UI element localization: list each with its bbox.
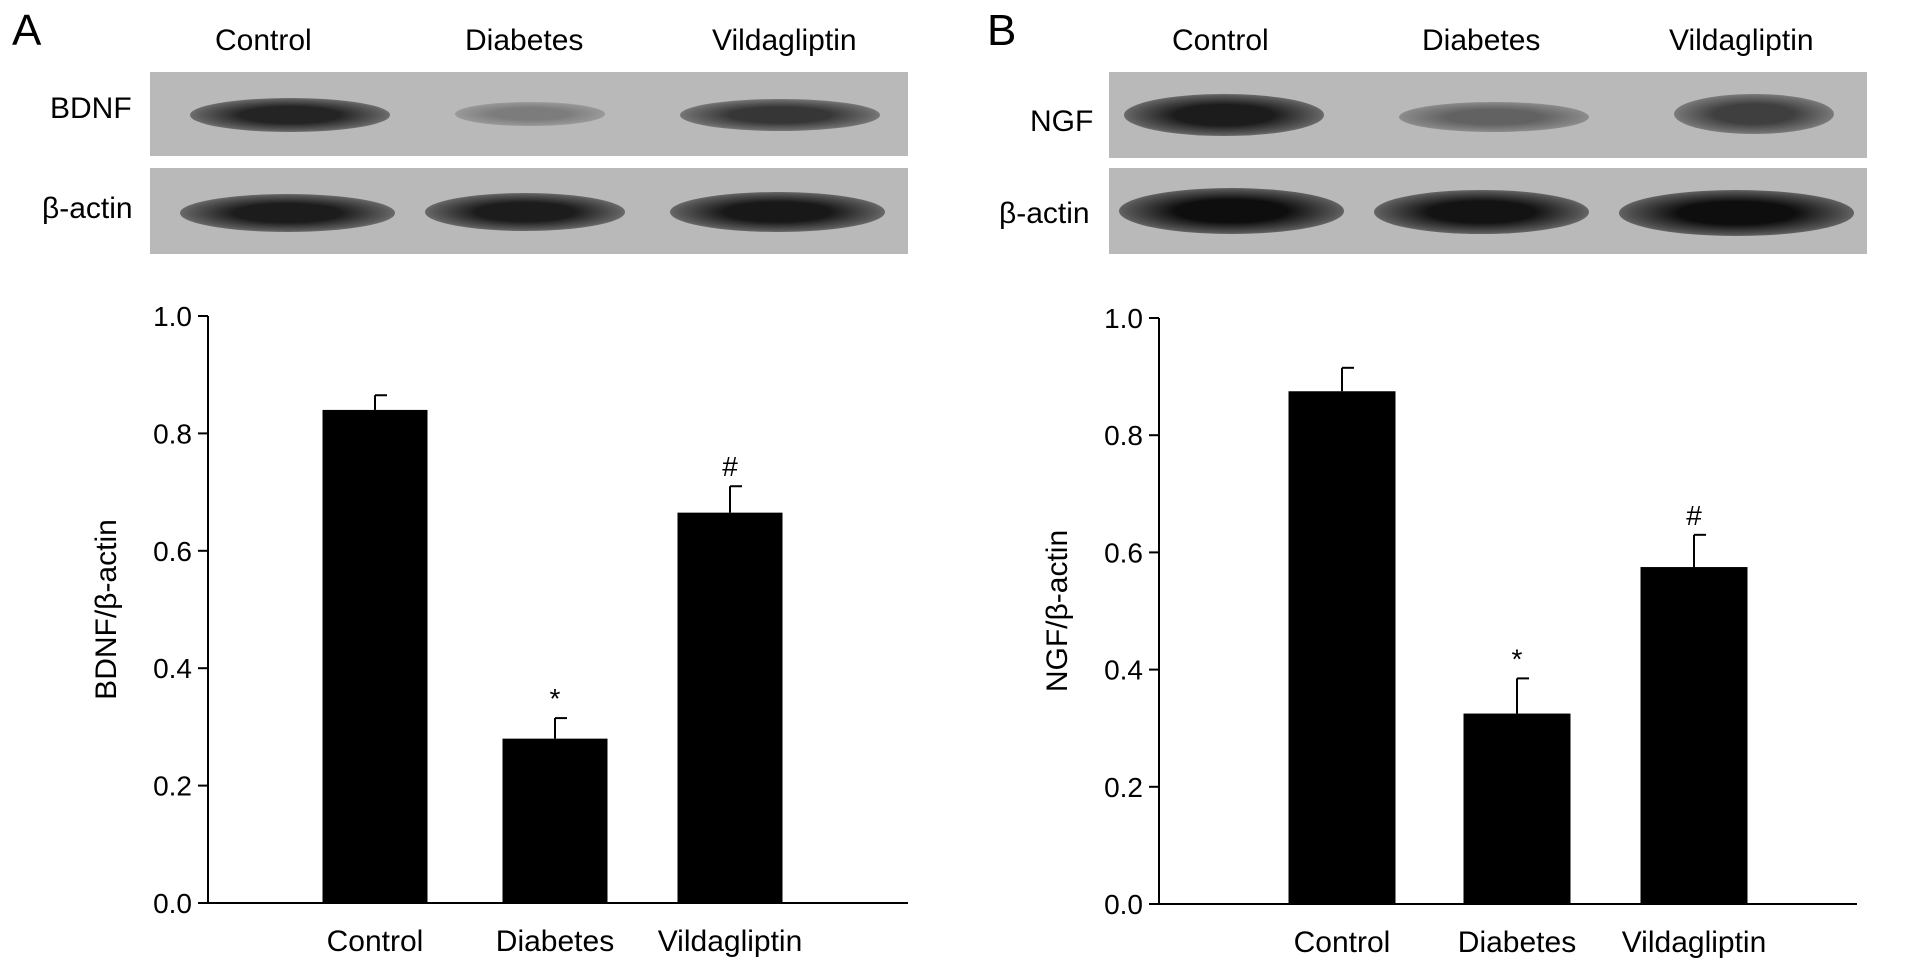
blot-band [1124, 94, 1324, 136]
bar [1640, 567, 1748, 904]
blot-band [455, 102, 605, 126]
significance-marker: # [1686, 500, 1702, 531]
bar-chart: 0.0 0.2 0.4 0.6 0.8 1.0 NGF/β-actin Control * Dia… [1041, 303, 1857, 959]
bar [322, 409, 428, 903]
blot-row-label: β-actin [42, 192, 133, 225]
blot-band [180, 194, 395, 232]
blot-lane-label: Diabetes [465, 24, 584, 57]
blot-lane-label: Diabetes [1422, 24, 1541, 57]
blot-band [1399, 102, 1589, 132]
blot-band [190, 98, 390, 132]
x-tick-label: Control [1294, 926, 1391, 959]
y-tick-label: 0.4 [153, 653, 192, 684]
y-tick-label: 0.2 [1104, 772, 1143, 803]
western-blot-image [150, 168, 908, 254]
blot-lane-label: Control [1172, 24, 1269, 57]
y-tick-label: 1.0 [1104, 303, 1143, 334]
y-tick-label: 0.4 [1104, 655, 1143, 686]
western-blot-image [1109, 168, 1867, 254]
bar [1463, 713, 1571, 904]
blot-row-label: β-actin [999, 197, 1090, 230]
significance-marker: * [550, 683, 561, 714]
panel-a: A Control Diabetes Vildagliptin BDNF β-a… [0, 0, 956, 967]
significance-marker: # [722, 451, 738, 482]
y-tick-label: 0.6 [153, 536, 192, 567]
bar [677, 512, 783, 903]
x-tick-label: Vildagliptin [1622, 926, 1767, 959]
y-tick-label: 1.0 [153, 301, 192, 332]
y-tick-label: 0.0 [1104, 889, 1143, 920]
x-tick-label: Diabetes [1458, 926, 1576, 959]
blot-lane-label: Vildagliptin [712, 24, 857, 57]
blot-lane-label: Control [215, 24, 312, 57]
y-tick-label: 0.8 [1104, 420, 1143, 451]
x-tick-label: Control [327, 925, 424, 958]
blot-band [680, 99, 880, 131]
blot-row-label: BDNF [50, 92, 132, 125]
y-tick-label: 0.2 [153, 771, 192, 802]
blot-band [670, 192, 885, 232]
y-tick-label: 0.6 [1104, 537, 1143, 568]
bar [1288, 391, 1396, 904]
y-tick-label: 0.0 [153, 888, 192, 919]
y-axis-label: BDNF/β-actin [90, 519, 123, 700]
blot-row-label: NGF [1030, 105, 1094, 138]
western-blot-image [150, 72, 908, 156]
y-tick-label: 0.8 [153, 418, 192, 449]
significance-marker: * [1512, 643, 1523, 674]
bar-chart: 0.0 0.2 0.4 0.6 0.8 1.0 BDNF/β-actin Control * Di… [90, 301, 908, 958]
panel-letter: B [987, 6, 1017, 55]
blot-band [1119, 188, 1344, 234]
western-blot-image [1109, 72, 1867, 158]
x-tick-label: Diabetes [496, 925, 614, 958]
panel-letter: A [12, 6, 42, 55]
blot-band [425, 193, 625, 231]
blot-band [1374, 190, 1589, 234]
blot-band [1619, 190, 1854, 236]
x-tick-label: Vildagliptin [658, 925, 803, 958]
blot-lane-label: Vildagliptin [1669, 24, 1814, 57]
blot-band [1674, 94, 1834, 134]
bar [502, 738, 608, 903]
panel-b: B Control Diabetes Vildagliptin NGF β-ac… [957, 0, 1913, 967]
y-axis-label: NGF/β-actin [1041, 530, 1074, 692]
